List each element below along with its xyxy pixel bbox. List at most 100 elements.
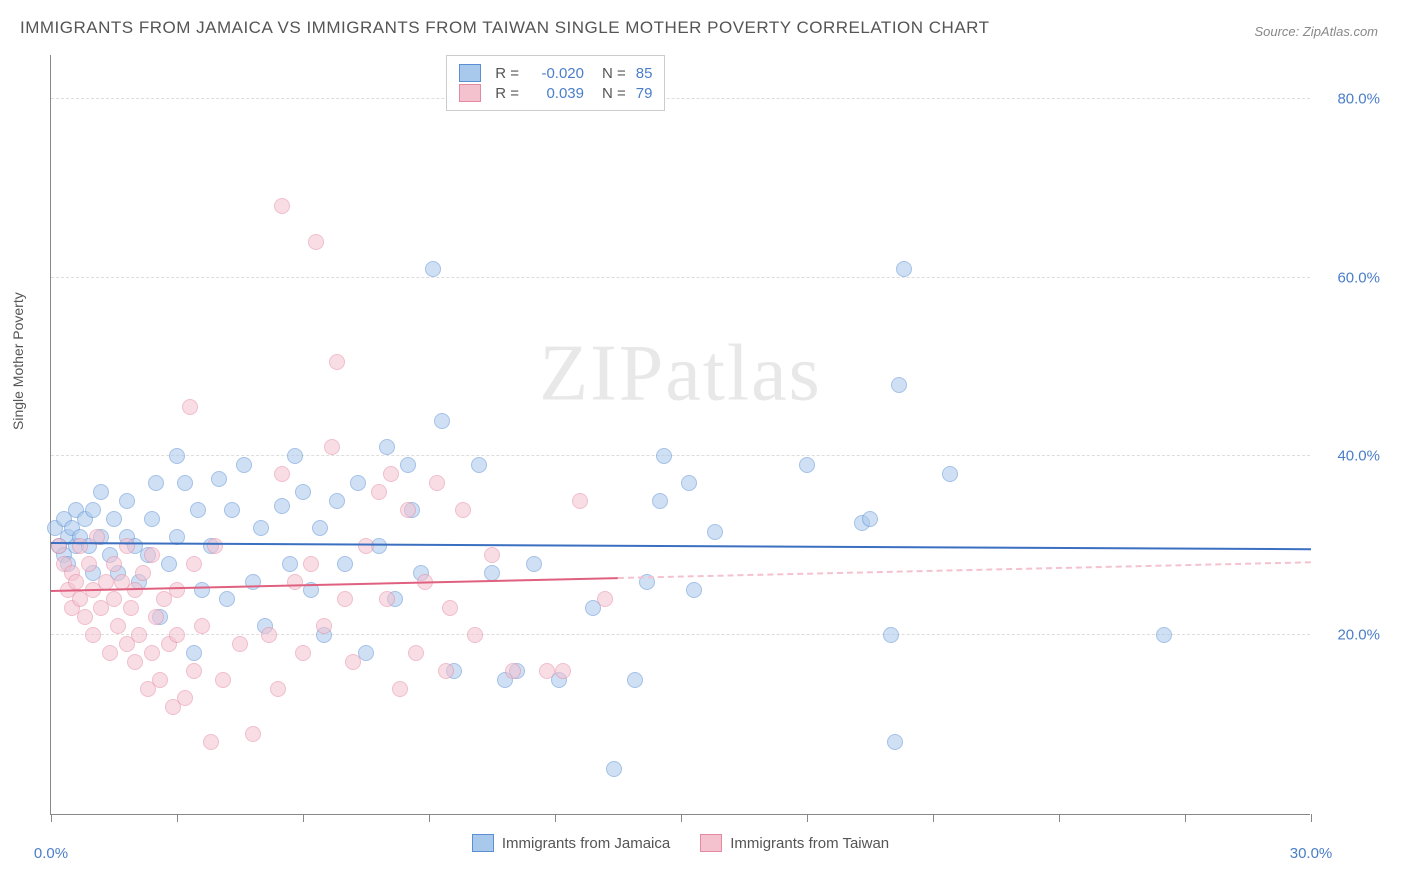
data-point-jamaica [295,484,311,500]
data-point-jamaica [169,448,185,464]
data-point-taiwan [467,627,483,643]
series-legend: Immigrants from Jamaica Immigrants from … [51,834,1310,852]
data-point-jamaica [627,672,643,688]
data-point-taiwan [408,645,424,661]
data-point-taiwan [106,591,122,607]
data-point-taiwan [144,645,160,661]
data-point-jamaica [85,502,101,518]
data-point-taiwan [555,663,571,679]
data-point-taiwan [316,618,332,634]
data-point-taiwan [123,600,139,616]
data-point-taiwan [455,502,471,518]
data-point-taiwan [270,681,286,697]
scatter-plot-area: ZIPatlas R = -0.020 N = 85 R = 0.039 N =… [50,55,1310,815]
data-point-jamaica [236,457,252,473]
data-point-jamaica [656,448,672,464]
gridline [51,455,1310,456]
data-point-jamaica [887,734,903,750]
data-point-taiwan [438,663,454,679]
data-point-taiwan [324,439,340,455]
data-point-jamaica [400,457,416,473]
data-point-taiwan [68,574,84,590]
x-tick-label: 30.0% [1290,845,1333,862]
data-point-taiwan [261,627,277,643]
data-point-jamaica [526,556,542,572]
data-point-taiwan [77,609,93,625]
data-point-jamaica [862,511,878,527]
gridline [51,277,1310,278]
trendline [51,542,1311,550]
data-point-taiwan [308,234,324,250]
data-point-jamaica [161,556,177,572]
data-point-taiwan [303,556,319,572]
data-point-jamaica [312,520,328,536]
data-point-taiwan [371,484,387,500]
n-label: N = [602,85,626,102]
x-tick [555,814,556,822]
data-point-jamaica [434,413,450,429]
data-point-taiwan [194,618,210,634]
data-point-taiwan [102,645,118,661]
gridline [51,98,1310,99]
data-point-taiwan [152,672,168,688]
y-tick-label: 80.0% [1337,90,1380,107]
legend-label-taiwan: Immigrants from Taiwan [730,835,889,852]
data-point-jamaica [190,502,206,518]
data-point-taiwan [127,654,143,670]
data-point-taiwan [127,582,143,598]
data-point-jamaica [896,261,912,277]
legend-swatch-taiwan [700,834,722,852]
data-point-taiwan [358,538,374,554]
trendline [618,562,1311,580]
data-point-taiwan [274,466,290,482]
data-point-jamaica [148,475,164,491]
legend-label-jamaica: Immigrants from Jamaica [502,835,670,852]
x-tick [303,814,304,822]
data-point-taiwan [131,627,147,643]
data-point-jamaica [337,556,353,572]
data-point-taiwan [539,663,555,679]
data-point-taiwan [98,574,114,590]
data-point-jamaica [681,475,697,491]
data-point-jamaica [1156,627,1172,643]
y-tick-label: 20.0% [1337,627,1380,644]
legend-swatch-jamaica [472,834,494,852]
data-point-taiwan [505,663,521,679]
data-point-taiwan [207,538,223,554]
data-point-taiwan [148,609,164,625]
y-axis-label: Single Mother Poverty [10,292,26,430]
data-point-jamaica [484,565,500,581]
data-point-taiwan [144,547,160,563]
data-point-taiwan [245,726,261,742]
data-point-jamaica [282,556,298,572]
legend-swatch-taiwan [459,84,481,102]
legend-swatch-jamaica [459,64,481,82]
data-point-taiwan [572,493,588,509]
x-tick [177,814,178,822]
legend-item-taiwan: Immigrants from Taiwan [700,834,889,852]
data-point-taiwan [85,627,101,643]
y-tick-label: 60.0% [1337,269,1380,286]
x-tick [1311,814,1312,822]
data-point-taiwan [232,636,248,652]
data-point-jamaica [329,493,345,509]
data-point-jamaica [350,475,366,491]
data-point-taiwan [215,672,231,688]
data-point-taiwan [597,591,613,607]
x-tick [429,814,430,822]
data-point-taiwan [119,538,135,554]
watermark-light: atlas [665,329,822,417]
legend-item-jamaica: Immigrants from Jamaica [472,834,670,852]
data-point-jamaica [119,493,135,509]
n-value-taiwan: 79 [636,85,653,102]
data-point-taiwan [329,354,345,370]
data-point-jamaica [274,498,290,514]
data-point-taiwan [203,734,219,750]
data-point-taiwan [186,663,202,679]
data-point-taiwan [383,466,399,482]
watermark-text: ZIPatlas [539,328,822,419]
data-point-jamaica [942,466,958,482]
correlation-legend: R = -0.020 N = 85 R = 0.039 N = 79 [446,55,665,111]
x-tick [1185,814,1186,822]
data-point-jamaica [224,502,240,518]
